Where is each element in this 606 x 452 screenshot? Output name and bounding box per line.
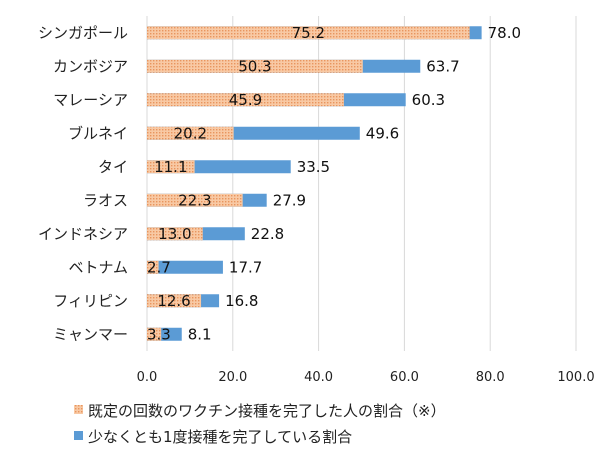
value-label-first-dose: 17.7	[229, 258, 262, 276]
value-label-first-dose: 33.5	[297, 158, 330, 176]
value-label-completed: 45.9	[229, 91, 262, 109]
x-tick-label: 80.0	[476, 370, 505, 385]
bar-completed	[147, 327, 162, 341]
bar-completed	[147, 93, 344, 107]
legend: 既定の回数のワクチン接種を完了した人の割合（※） 少なくとも1度接種を完了してい…	[74, 402, 446, 446]
category-label: シンガポール	[38, 24, 128, 42]
bar-completed	[147, 260, 159, 274]
value-label-completed: 50.3	[238, 57, 271, 75]
category-label: フィリピン	[53, 292, 128, 310]
x-tick-label: 20.0	[218, 370, 247, 385]
x-tick-label: 40.0	[304, 370, 333, 385]
value-labels: 78.0 75.2 63.7 50.3 60.3 45.9 49.6 20.2 33.5 11.1…	[147, 24, 521, 344]
legend-label-first-dose: 少なくとも1度接種を完了している割合	[88, 428, 352, 446]
value-label-first-dose: 22.8	[251, 225, 284, 243]
category-label: マレーシア	[53, 91, 128, 109]
value-label-first-dose: 60.3	[412, 91, 445, 109]
x-tick-labels: 0.0 20.0 40.0 60.0 80.0 100.0	[137, 370, 595, 385]
value-label-completed: 75.2	[292, 24, 325, 42]
value-label-first-dose: 49.6	[366, 124, 399, 142]
legend-label-completed: 既定の回数のワクチン接種を完了した人の割合（※）	[88, 402, 446, 420]
value-label-first-dose: 63.7	[426, 57, 459, 75]
bar-completed	[147, 294, 202, 308]
category-label: ベトナム	[68, 258, 128, 276]
bar-first-dose	[147, 260, 223, 274]
x-tick-label: 0.0	[137, 370, 158, 385]
x-tick-label: 60.0	[390, 370, 419, 385]
value-label-completed: 22.3	[178, 191, 211, 209]
value-label-completed: 3.3	[147, 325, 171, 343]
category-labels: シンガポールカンボジアマレーシアブルネイタイラオスインドネシアベトナムフィリピン…	[38, 24, 128, 344]
category-label: ミャンマー	[53, 325, 128, 343]
value-label-first-dose: 16.8	[225, 292, 258, 310]
category-label: インドネシア	[38, 225, 128, 243]
bar-completed	[147, 59, 363, 73]
value-label-completed: 2.7	[147, 258, 171, 276]
value-label-first-dose: 27.9	[273, 191, 306, 209]
value-label-completed: 12.6	[157, 292, 190, 310]
bar-completed	[147, 26, 470, 40]
bar-completed	[147, 126, 234, 140]
category-label: タイ	[98, 158, 128, 176]
value-label-completed: 20.2	[174, 124, 207, 142]
legend-swatch-first-dose	[74, 431, 83, 440]
value-label-completed: 13.0	[158, 225, 191, 243]
category-label: ブルネイ	[68, 124, 128, 142]
bar-completed	[147, 193, 243, 207]
category-label: カンボジア	[53, 57, 128, 75]
x-tick-label: 100.0	[557, 370, 594, 385]
value-label-completed: 11.1	[154, 158, 187, 176]
value-label-first-dose: 78.0	[488, 24, 521, 42]
bar-completed	[147, 160, 195, 174]
bars	[147, 26, 482, 341]
category-label: ラオス	[83, 191, 128, 209]
legend-swatch-completed	[74, 405, 83, 414]
value-label-first-dose: 8.1	[188, 325, 212, 343]
bar-completed	[147, 227, 203, 241]
